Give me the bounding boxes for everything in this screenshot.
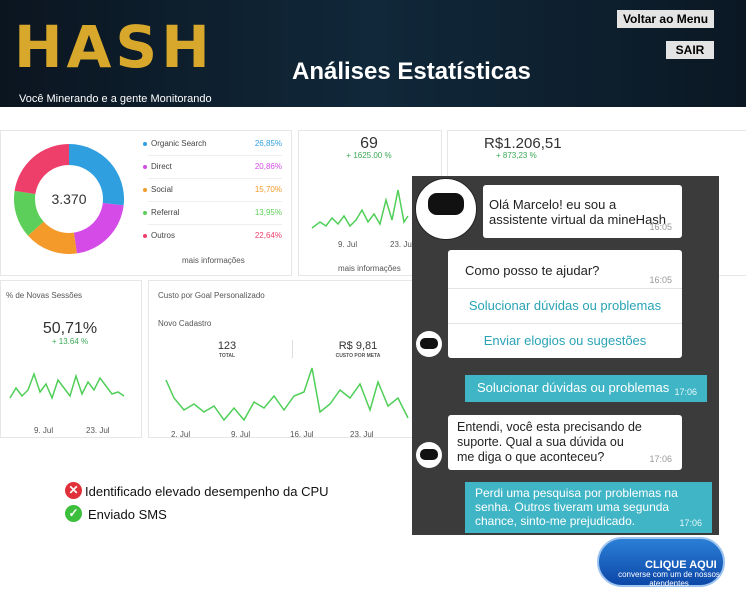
traffic-total: 3.370 (51, 191, 87, 207)
bot-message: Entendi, você esta precisando de suporte… (448, 415, 682, 470)
legend-divider (148, 201, 282, 202)
legend-name: Social (151, 185, 173, 194)
goal-cost: R$ 9,81 (338, 340, 378, 352)
message-time: 16:05 (649, 222, 672, 232)
legend-share: 13,95% (254, 208, 282, 217)
ok-icon: ✓ (65, 505, 82, 522)
x-label: 23. Jul (86, 426, 110, 435)
message-text: Perdi uma pesquisa por problemas na senh… (475, 486, 678, 528)
sessions-value: 69 (360, 135, 378, 152)
donut-segment (27, 221, 77, 254)
donut-segment (14, 190, 44, 236)
legend-name: Referral (151, 208, 180, 217)
panel-title: % de Novas Sessões (6, 291, 83, 300)
legend-dot (143, 165, 147, 169)
x-label: 2. Jul (171, 430, 191, 439)
x-label: 23. Jul (390, 240, 414, 249)
goal-total-label: TOTAL (218, 353, 236, 359)
legend-share: 26,85% (254, 139, 282, 148)
x-label: 9. Jul (231, 430, 251, 439)
sessions-sparkline (311, 189, 409, 229)
chat-option[interactable]: Solucionar dúvidas ou problemas (468, 298, 662, 313)
support-label: CLIQUE AQUI (645, 559, 717, 571)
bot-avatar (415, 178, 477, 240)
message-text: Entendi, você esta precisando de suporte… (457, 420, 642, 464)
legend-dot (143, 188, 147, 192)
bot-avatar (416, 331, 442, 357)
new-sessions-value: 50,71% (42, 320, 98, 337)
donut-segment (69, 144, 124, 206)
message-text: Como posso te ajudar? (465, 263, 600, 278)
user-message: Perdi uma pesquisa por problemas na senh… (465, 482, 712, 533)
donut-segment (14, 144, 69, 194)
divider (292, 340, 293, 358)
goal-total: 123 (217, 340, 237, 352)
bot-message: Olá Marcelo! eu sou a assistente virtual… (483, 185, 682, 238)
bot-message: Como posso te ajudar? 16:05 Solucionar dú… (448, 250, 682, 358)
legend-dot (143, 234, 147, 238)
x-label: 9. Jul (338, 240, 358, 249)
more-link[interactable]: mais informações (338, 264, 401, 273)
legend-name: Organic Search (151, 139, 207, 148)
goal-sparkline (165, 367, 409, 422)
alert-text: Identificado elevado desempenho da CPU (85, 484, 329, 499)
tagline: Você Minerando e a gente Monitorando (19, 93, 212, 105)
goal-cost-label: CUSTO POR META (335, 353, 381, 359)
legend-dot (143, 142, 147, 146)
sessions-change: + 1625.00 % (346, 151, 392, 160)
revenue-change: + 873,23 % (496, 151, 537, 160)
support-button[interactable]: CLIQUE AQUI converse com um de nossos at… (597, 537, 725, 588)
donut-segment (73, 202, 124, 254)
chat-window: Olá Marcelo! eu sou a assistente virtual… (412, 176, 719, 535)
more-link[interactable]: mais informações (182, 256, 245, 265)
logo: HASH (14, 13, 214, 81)
alert-text: Enviado SMS (88, 507, 167, 522)
user-message: Solucionar dúvidas ou problemas 17:06 (465, 375, 707, 402)
bot-avatar (416, 442, 442, 468)
legend-name: Direct (151, 162, 172, 171)
x-label: 9. Jul (34, 426, 54, 435)
message-time: 16:05 (649, 275, 672, 285)
legend-divider (148, 224, 282, 225)
new-sessions-sparkline (9, 371, 125, 401)
donut-chart (14, 144, 124, 254)
legend-name: Outros (151, 231, 176, 240)
x-label: 16. Jul (290, 430, 314, 439)
page-title: Análises Estatísticas (292, 58, 531, 85)
revenue-value: R$1.206,51 (484, 135, 562, 152)
error-icon: ✕ (65, 482, 82, 499)
legend-share: 20,86% (254, 162, 282, 171)
legend-divider (148, 155, 282, 156)
menu-button[interactable]: Voltar ao Menu (617, 10, 714, 28)
goal-panel (148, 280, 414, 438)
goal-name: Novo Cadastro (158, 319, 212, 328)
exit-button[interactable]: SAIR (666, 41, 714, 59)
legend-divider (148, 178, 282, 179)
new-sessions-panel (0, 280, 142, 438)
legend-share: 22,64% (254, 231, 282, 240)
x-label: 23. Jul (350, 430, 374, 439)
message-text: Solucionar dúvidas ou problemas (477, 380, 670, 395)
panel-title: Custo por Goal Personalizado (158, 291, 265, 300)
new-sessions-change: + 13.64 % (51, 337, 89, 346)
legend-dot (143, 211, 147, 215)
message-time: 17:06 (649, 454, 672, 464)
message-time: 17:06 (679, 518, 702, 528)
message-text: Olá Marcelo! eu sou a assistente virtual… (489, 197, 667, 227)
support-text: converse com um de nossos atendentes (618, 570, 720, 588)
chat-option[interactable]: Enviar elogios ou sugestões (483, 333, 647, 348)
legend-share: 15,70% (254, 185, 282, 194)
message-time: 17:06 (674, 387, 697, 397)
